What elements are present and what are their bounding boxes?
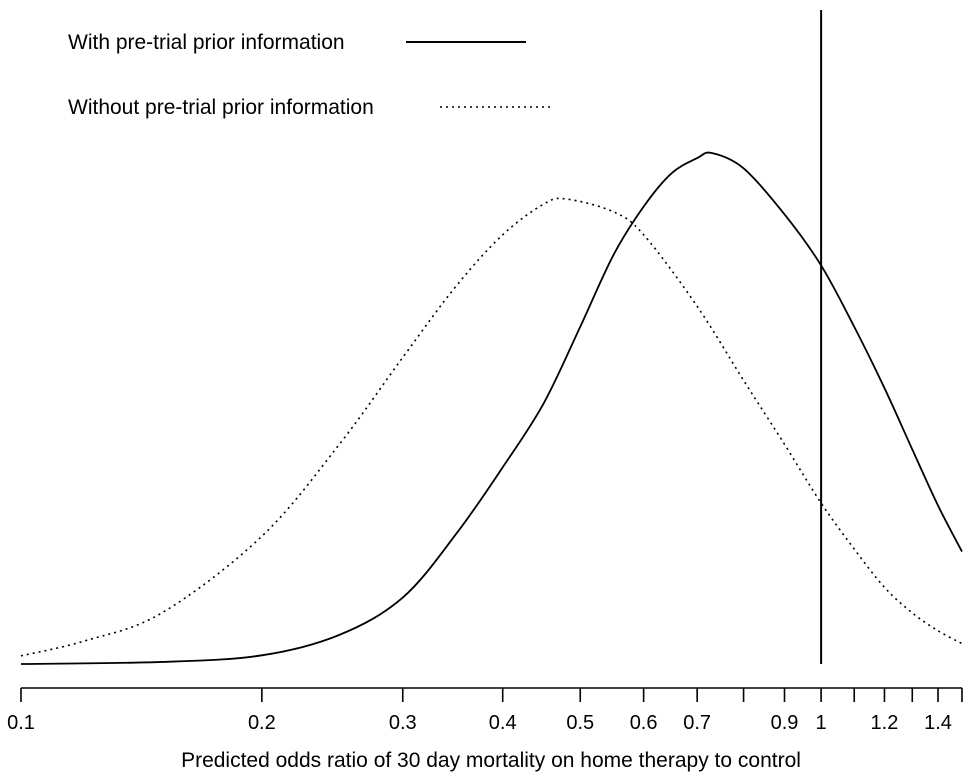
plot-layer bbox=[20, 10, 963, 665]
x-axis-title: Predicted odds ratio of 30 day mortality… bbox=[181, 749, 801, 772]
x-tick-label: 1 bbox=[816, 712, 827, 734]
x-tick-label: 0.7 bbox=[683, 712, 711, 734]
x-axis: 0.1 0.2 0.3 0.4 0.5 0.6 0.7 0.9 1 1.2 1.4 bbox=[7, 687, 963, 734]
x-tick-label: 0.3 bbox=[389, 712, 417, 734]
legend-label-without-prior: Without pre-trial prior information bbox=[68, 96, 374, 119]
series-line-with-prior bbox=[20, 151, 963, 665]
x-tick-label: 0.9 bbox=[771, 712, 799, 734]
x-tick-label: 1.4 bbox=[924, 712, 952, 734]
legend-label-with-prior: With pre-trial prior information bbox=[68, 31, 345, 54]
x-tick-label: 0.6 bbox=[630, 712, 658, 734]
x-tick-label: 0.2 bbox=[248, 712, 276, 734]
x-tick-label: 0.4 bbox=[489, 712, 517, 734]
x-tick-label: 1.2 bbox=[871, 712, 899, 734]
legend: With pre-trial prior information Without… bbox=[68, 31, 552, 119]
x-tick-label: 0.5 bbox=[566, 712, 594, 734]
x-tick-label: 0.1 bbox=[7, 712, 35, 734]
